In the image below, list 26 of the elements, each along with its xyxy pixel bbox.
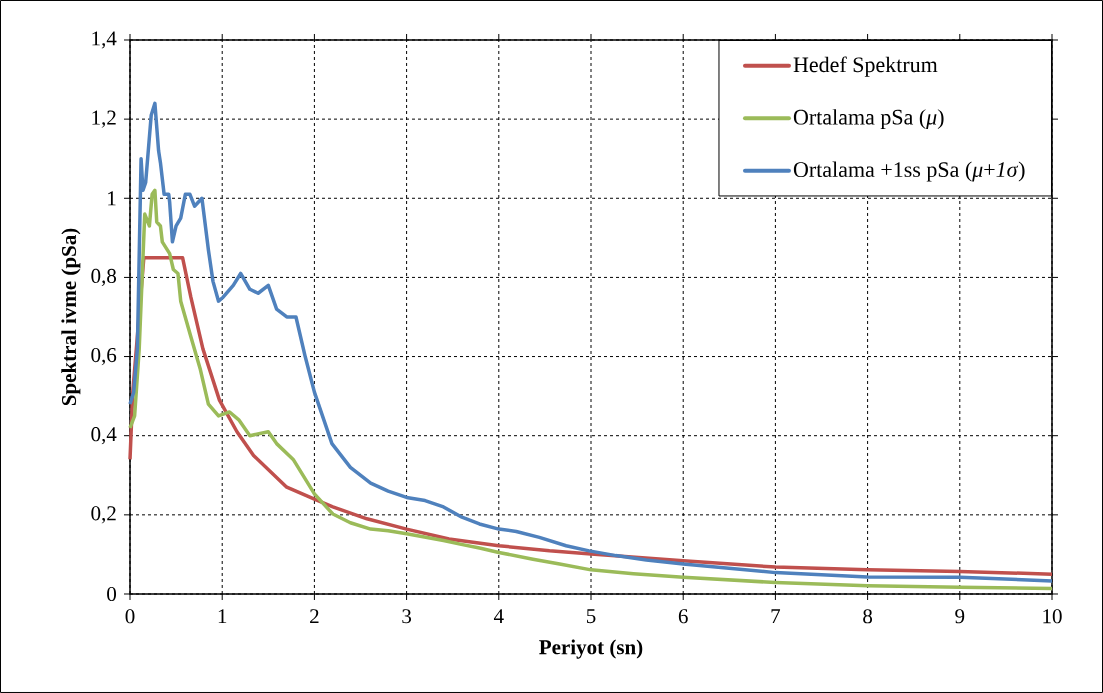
x-tick-label: 0: [125, 609, 135, 624]
y-tick-label: 0,8: [91, 268, 117, 287]
x-tick-label: 9: [955, 609, 965, 624]
x-tick-label: 1: [218, 609, 227, 624]
x-axis-title: Periyot (sn): [539, 639, 643, 659]
x-tick-label: 6: [678, 609, 688, 624]
x-tick-label: 2: [310, 609, 319, 624]
y-axis-title: Spektral ivme (pSa): [61, 228, 81, 406]
legend-label: Ortalama pSa (μ): [793, 109, 944, 130]
y-tick-label: 0,6: [91, 347, 117, 366]
x-tick-label: 8: [863, 609, 873, 624]
line-series: [128, 188, 1054, 591]
y-tick-label: 1,4: [92, 31, 117, 49]
y-tick-label: 0,2: [91, 506, 116, 524]
y-tick-label: 1,2: [92, 110, 116, 128]
x-tick-label: 3: [402, 609, 412, 624]
x-tick-label: 4: [493, 609, 504, 624]
y-tick-label: 0,4: [91, 427, 117, 445]
x-tick-label: 5: [586, 609, 596, 624]
x-tick-label: 7: [771, 609, 781, 623]
x-tick-label: 10: [1043, 609, 1062, 624]
legend-label: Ortalama +1ss pSa (μ+1σ): [793, 161, 1025, 182]
y-tick-label: 0: [107, 586, 117, 602]
y-tick-label: 1: [108, 191, 116, 206]
legend-label: Hedef Spektrum: [793, 56, 938, 77]
line-series: [128, 101, 1054, 583]
